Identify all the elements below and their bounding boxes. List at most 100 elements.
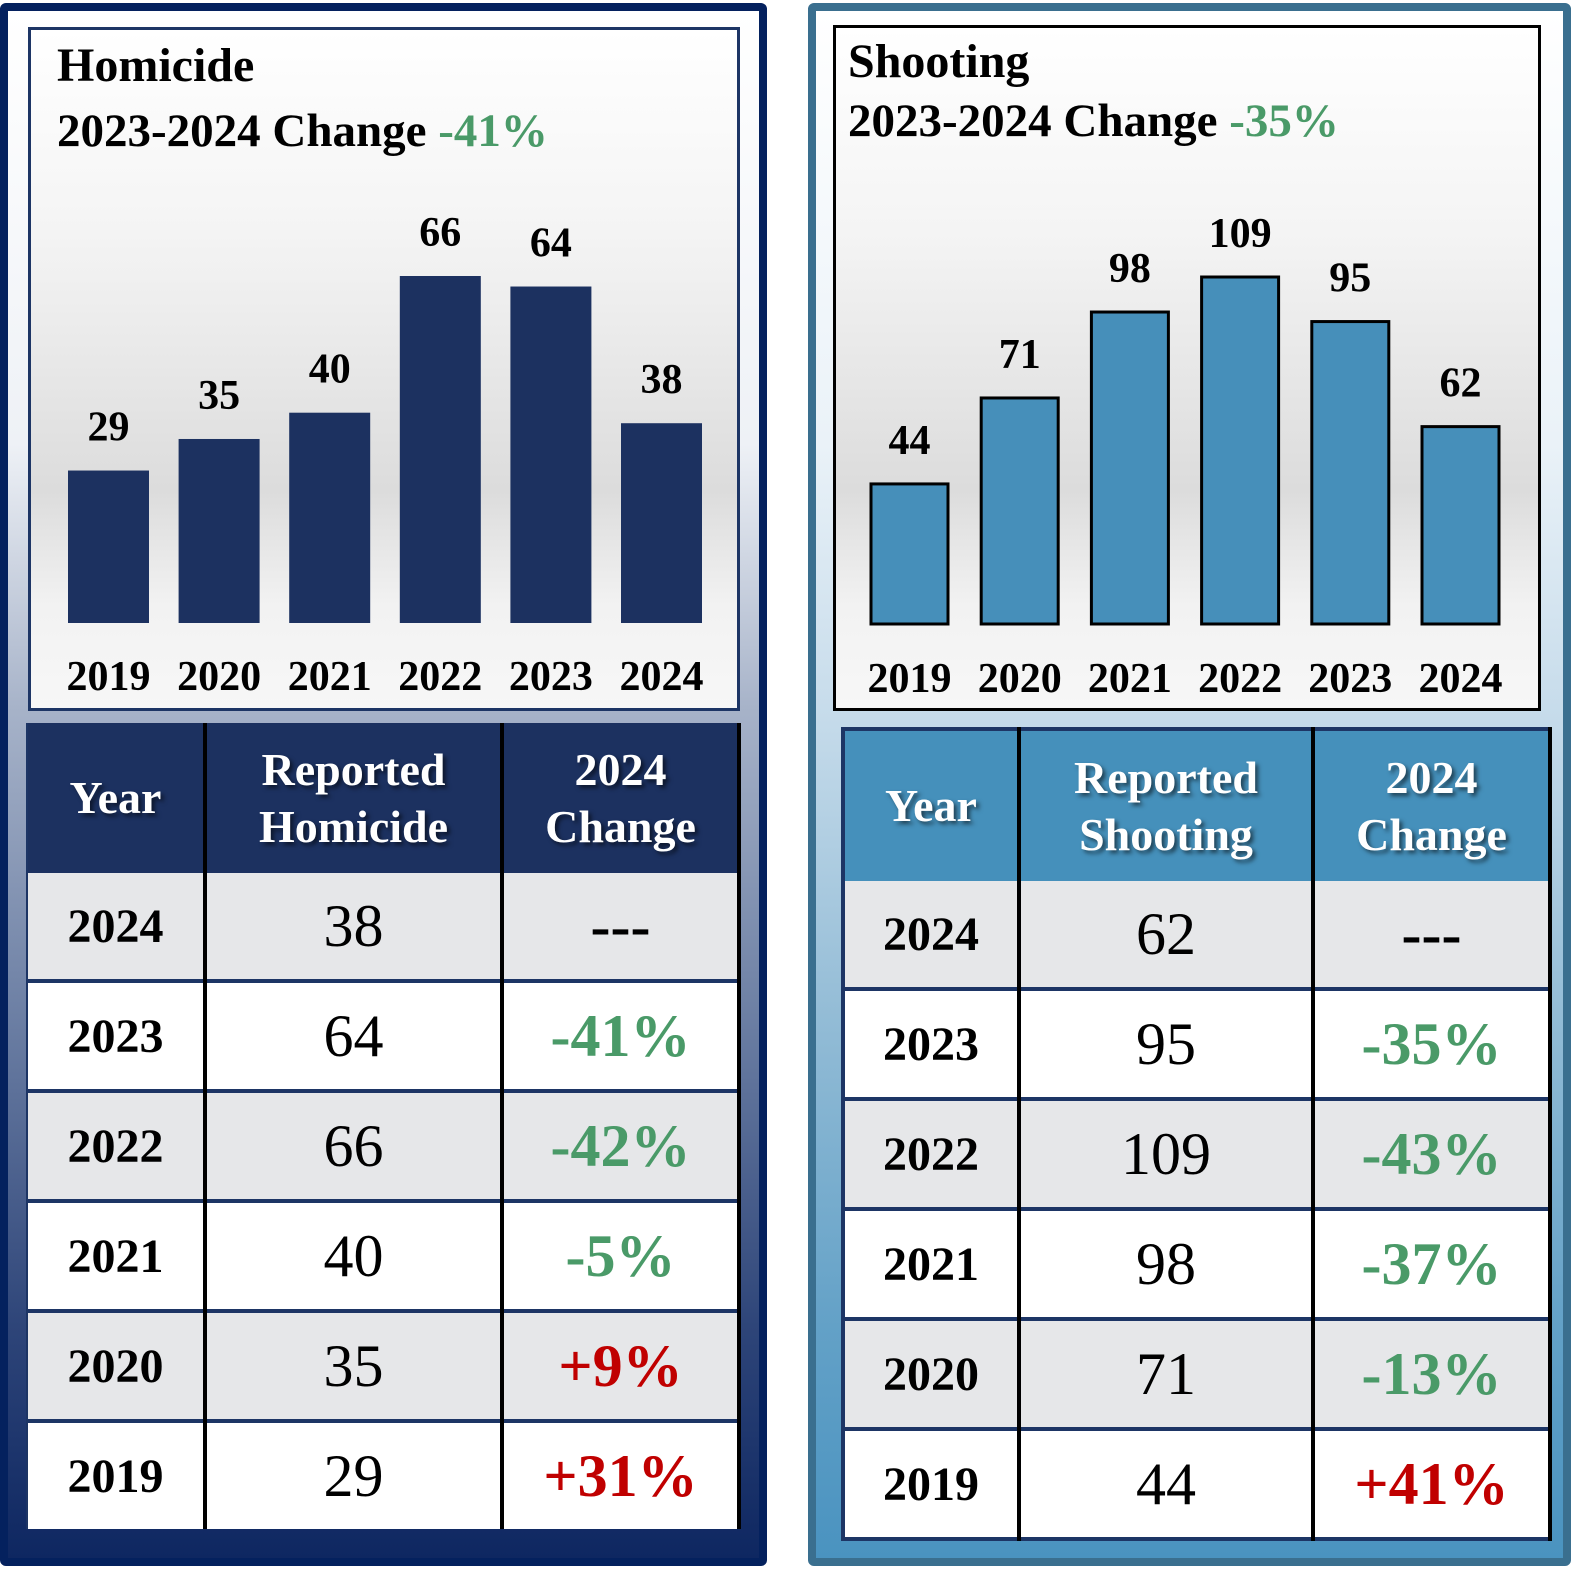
change-cell: +31%	[500, 1419, 741, 1529]
shooting-table: Year Reported Shooting 2024 Change 2024 62 ---…	[841, 727, 1552, 1541]
shooting-x-tick-2021: 2021	[1088, 656, 1172, 702]
homicide-bar-2020	[178, 438, 260, 623]
year-cell: 2020	[26, 1309, 207, 1421]
change-cell: -42%	[500, 1089, 741, 1201]
homicide-header-reported-homicide: Reported Homicide	[203, 723, 504, 873]
shooting-subtitle-label: 2023-2024 Change	[848, 95, 1218, 147]
homicide-table-header: Year Reported Homicide 2024 Change	[26, 723, 741, 873]
change-cell: -13%	[1311, 1317, 1552, 1429]
shooting-bar-2024	[1420, 425, 1501, 626]
homicide-chart: Homicide 2023-2024 Change -41% 29 2019 35 2…	[28, 27, 740, 711]
homicide-table: Year Reported Homicide 2024 Change 2024 38 ---…	[26, 723, 741, 1529]
year-cell: 2024	[842, 881, 1021, 989]
year-cell: 2023	[842, 987, 1021, 1099]
change-cell: -43%	[1311, 1097, 1552, 1209]
change-cell: -41%	[500, 979, 741, 1091]
count-cell: 98	[1017, 1207, 1315, 1319]
year-cell: 2022	[842, 1097, 1021, 1209]
shooting-x-tick-2022: 2022	[1198, 656, 1282, 702]
homicide-x-tick-2021: 2021	[288, 654, 372, 700]
shooting-x-tick-2024: 2024	[1419, 656, 1503, 702]
count-cell: 95	[1017, 987, 1315, 1099]
count-cell: 66	[203, 1089, 504, 1201]
table-row: 2019 29 +31%	[26, 1419, 741, 1529]
shooting-data-label-2023: 95	[1329, 256, 1371, 302]
shooting-bar-2019	[869, 482, 950, 626]
table-row: 2019 44 +41%	[842, 1427, 1552, 1539]
shooting-bar-2023	[1310, 320, 1391, 626]
shooting-bar-2022	[1200, 275, 1281, 626]
table-row: 2024 38 ---	[26, 873, 741, 981]
count-cell: 62	[1017, 881, 1315, 989]
count-cell: 109	[1017, 1097, 1315, 1209]
count-cell: 64	[203, 979, 504, 1091]
homicide-data-label-2024: 38	[641, 357, 683, 403]
shooting-data-label-2021: 98	[1109, 246, 1151, 292]
homicide-header-year: Year	[26, 723, 207, 873]
change-cell: +9%	[500, 1309, 741, 1421]
homicide-data-label-2020: 35	[198, 373, 240, 419]
homicide-data-label-2022: 66	[419, 210, 461, 256]
year-cell: 2019	[26, 1419, 207, 1529]
table-row: 2022 66 -42%	[26, 1089, 741, 1201]
year-cell: 2023	[26, 979, 207, 1091]
shooting-chart: Shooting 2023-2024 Change -35% 44 2019 71 2…	[833, 25, 1541, 711]
table-row: 2022 109 -43%	[842, 1097, 1552, 1209]
homicide-bar-2023	[510, 286, 592, 623]
change-cell: ---	[500, 873, 741, 981]
count-cell: 35	[203, 1309, 504, 1421]
shooting-bar-2020	[979, 396, 1060, 626]
year-cell: 2022	[26, 1089, 207, 1201]
homicide-data-label-2019: 29	[88, 405, 130, 451]
year-cell: 2020	[842, 1317, 1021, 1429]
homicide-subtitle-change: -41%	[438, 105, 548, 157]
homicide-subtitle-label: 2023-2024 Change	[57, 105, 427, 157]
homicide-bar-2019	[68, 470, 149, 623]
shooting-table-header: Year Reported Shooting 2024 Change	[842, 729, 1552, 881]
homicide-bar-2024	[621, 423, 702, 623]
shooting-header-year: Year	[842, 729, 1021, 881]
change-cell: -35%	[1311, 987, 1552, 1099]
change-cell: ---	[1311, 881, 1552, 989]
table-row: 2021 40 -5%	[26, 1199, 741, 1311]
table-row: 2023 64 -41%	[26, 979, 741, 1091]
table-row: 2024 62 ---	[842, 881, 1552, 989]
homicide-x-tick-2023: 2023	[509, 654, 593, 700]
shooting-x-tick-2019: 2019	[868, 656, 952, 702]
shooting-chart-subtitle: 2023-2024 Change -35%	[848, 98, 1339, 145]
homicide-data-label-2023: 64	[530, 221, 572, 267]
homicide-x-tick-2024: 2024	[620, 654, 704, 700]
homicide-x-tick-2020: 2020	[177, 654, 261, 700]
shooting-bar-2021	[1089, 310, 1170, 626]
shooting-data-label-2020: 71	[999, 332, 1041, 378]
year-cell: 2021	[26, 1199, 207, 1311]
year-cell: 2021	[842, 1207, 1021, 1319]
count-cell: 29	[203, 1419, 504, 1529]
homicide-chart-subtitle: 2023-2024 Change -41%	[57, 108, 548, 155]
homicide-data-label-2021: 40	[309, 347, 351, 393]
count-cell: 40	[203, 1199, 504, 1311]
year-cell: 2019	[842, 1427, 1021, 1539]
change-cell: -37%	[1311, 1207, 1552, 1319]
table-row: 2020 35 +9%	[26, 1309, 741, 1421]
change-cell: -5%	[500, 1199, 741, 1311]
shooting-x-tick-2023: 2023	[1308, 656, 1392, 702]
shooting-data-label-2019: 44	[889, 418, 931, 464]
homicide-header-2024-change: 2024 Change	[500, 723, 741, 873]
shooting-header-2024-change: 2024 Change	[1311, 729, 1552, 881]
shooting-panel: Shooting 2023-2024 Change -35% 44 2019 71 2…	[808, 3, 1571, 1566]
count-cell: 71	[1017, 1317, 1315, 1429]
table-row: 2021 98 -37%	[842, 1207, 1552, 1319]
homicide-panel: Homicide 2023-2024 Change -41% 29 2019 35 2…	[0, 3, 767, 1566]
homicide-chart-title: Homicide	[57, 39, 255, 92]
homicide-x-tick-2019: 2019	[67, 654, 151, 700]
homicide-bar-2022	[399, 276, 481, 623]
homicide-bar-2021	[289, 412, 371, 623]
homicide-x-tick-2022: 2022	[398, 654, 482, 700]
table-row: 2020 71 -13%	[842, 1317, 1552, 1429]
change-cell: +41%	[1311, 1427, 1552, 1539]
shooting-subtitle-change: -35%	[1229, 95, 1339, 147]
shooting-x-tick-2020: 2020	[978, 656, 1062, 702]
year-cell: 2024	[26, 873, 207, 981]
homicide-bar-chart: 29 2019 35 2020 40 2021 66 2022 64 2023 38 2024	[67, 210, 704, 700]
